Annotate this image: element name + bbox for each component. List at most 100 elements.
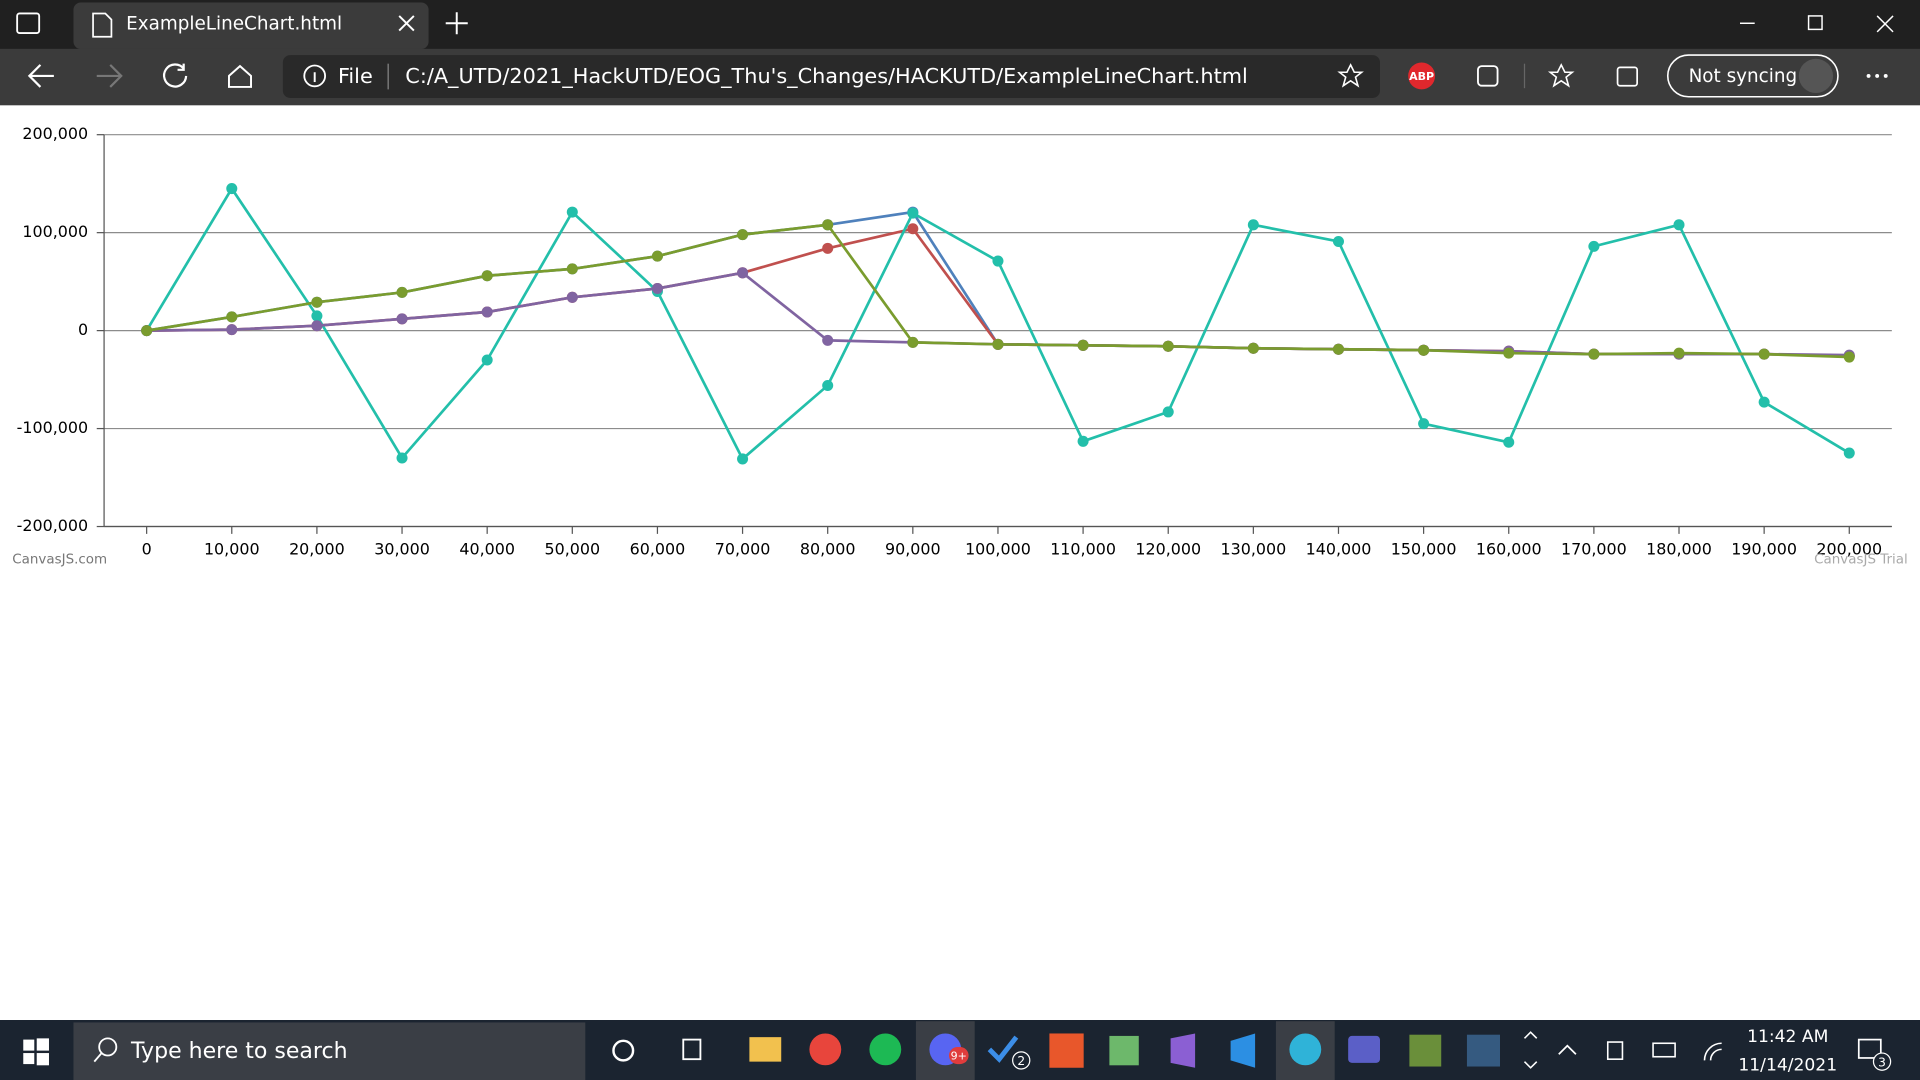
cortana[interactable] xyxy=(612,1039,635,1062)
app-visual-studio[interactable] xyxy=(1170,1033,1196,1068)
data-point xyxy=(396,286,408,298)
clock-date[interactable]: 11/14/2021 xyxy=(1738,1055,1837,1075)
data-point xyxy=(1077,339,1089,351)
app-chrome[interactable] xyxy=(809,1033,842,1066)
x-tick-label: 180,000 xyxy=(1646,539,1712,558)
data-point xyxy=(1332,343,1344,355)
battery-icon[interactable] xyxy=(1652,1042,1676,1058)
task-view[interactable] xyxy=(682,1038,702,1061)
data-point xyxy=(651,250,663,262)
badge-label: 9+ xyxy=(951,1050,967,1063)
x-tick-label: 190,000 xyxy=(1731,539,1797,558)
x-tick-label: 0 xyxy=(142,539,152,558)
app-photos[interactable] xyxy=(1109,1035,1139,1066)
line-chart: -200,000 -100,000 0 100,000 200,000 0 10,000 20… xyxy=(12,124,1908,567)
close-window[interactable] xyxy=(1876,15,1894,33)
data-point xyxy=(481,354,493,366)
app-todo[interactable] xyxy=(987,1035,1019,1063)
data-point xyxy=(1247,219,1259,231)
data-point xyxy=(1843,351,1855,363)
y-tick-label: -100,000 xyxy=(17,418,89,437)
data-point xyxy=(907,223,919,235)
new-tab[interactable] xyxy=(445,12,468,35)
data-point xyxy=(651,282,663,294)
x-tick-label: 60,000 xyxy=(630,539,686,558)
data-point xyxy=(1418,344,1430,356)
app-minecraft[interactable] xyxy=(1409,1034,1442,1067)
credit: CanvasJS.com xyxy=(12,553,107,568)
app-office[interactable] xyxy=(1049,1033,1084,1068)
y-tick-label: 100,000 xyxy=(22,222,88,241)
network-icon[interactable] xyxy=(1703,1042,1722,1061)
x-tick-label: 40,000 xyxy=(459,539,515,558)
app-vscode[interactable] xyxy=(1230,1033,1256,1068)
badge xyxy=(1872,1052,1892,1071)
favorite-button[interactable] xyxy=(1337,63,1364,88)
start-button[interactable] xyxy=(23,1038,49,1066)
data-point xyxy=(1418,418,1430,430)
data-point xyxy=(566,291,578,303)
back-button[interactable] xyxy=(27,64,54,88)
app-spotify[interactable] xyxy=(869,1033,902,1066)
data-point xyxy=(1503,436,1515,448)
abp-button[interactable] xyxy=(1408,62,1436,90)
x-tick-label: 160,000 xyxy=(1476,539,1542,558)
favorites-button[interactable] xyxy=(1547,63,1575,88)
app-teams[interactable] xyxy=(1348,1035,1380,1063)
data-point xyxy=(822,334,834,346)
data-point xyxy=(1843,447,1855,459)
site-info[interactable] xyxy=(303,64,327,88)
x-tick-label: 90,000 xyxy=(885,539,941,558)
app-edge[interactable] xyxy=(1289,1033,1322,1066)
data-point xyxy=(992,338,1004,350)
notifications[interactable] xyxy=(1857,1038,1882,1059)
data-point xyxy=(141,325,153,337)
extensions-button[interactable] xyxy=(1477,65,1499,87)
data-point xyxy=(1162,406,1174,418)
show-hidden-icons[interactable] xyxy=(1558,1044,1577,1055)
data-point xyxy=(1673,219,1685,231)
data-point xyxy=(1332,235,1344,247)
app-workbench[interactable] xyxy=(1466,1034,1500,1067)
data-point xyxy=(992,255,1004,267)
data-point xyxy=(226,324,238,336)
url[interactable]: C:/A_UTD/2021_HackUTD/EOG_Thu's_Changes/… xyxy=(405,64,1248,88)
badge xyxy=(1012,1051,1031,1070)
scroll-taskbar[interactable] xyxy=(1523,1031,1538,1069)
clock-time[interactable]: 11:42 AM xyxy=(1747,1027,1828,1047)
restore[interactable] xyxy=(1807,15,1823,31)
data-point xyxy=(1247,342,1259,354)
data-point xyxy=(737,229,749,241)
tab-actions[interactable] xyxy=(16,12,41,34)
data-point xyxy=(737,453,749,465)
forward-button[interactable] xyxy=(96,64,123,88)
data-point xyxy=(226,311,238,323)
tab[interactable] xyxy=(73,2,429,49)
data-point xyxy=(1162,340,1174,352)
x-tick-label: 80,000 xyxy=(800,539,856,558)
tray-icon[interactable] xyxy=(1606,1041,1624,1060)
sync-button[interactable] xyxy=(1666,54,1839,98)
y-tick-label: 200,000 xyxy=(22,124,88,143)
tab-title: ExampleLineChart.html xyxy=(126,13,342,34)
data-point xyxy=(311,320,323,332)
home-button[interactable] xyxy=(228,64,253,88)
data-point xyxy=(481,306,493,318)
address-label: File xyxy=(338,64,373,88)
y-tick-label: 0 xyxy=(78,320,88,339)
tab-close[interactable] xyxy=(398,15,415,32)
data-point xyxy=(1758,348,1770,360)
search-icon xyxy=(98,1037,118,1057)
x-tick-label: 170,000 xyxy=(1561,539,1627,558)
address-bar[interactable] xyxy=(282,55,1380,98)
profile-avatar xyxy=(1798,58,1834,94)
menu-button[interactable] xyxy=(1866,73,1888,78)
data-point xyxy=(737,267,749,279)
data-point xyxy=(1673,347,1685,359)
search-box[interactable] xyxy=(73,1022,586,1080)
app-explorer[interactable] xyxy=(749,1037,782,1062)
refresh-button[interactable] xyxy=(163,63,188,88)
collections-button[interactable] xyxy=(1616,66,1639,87)
